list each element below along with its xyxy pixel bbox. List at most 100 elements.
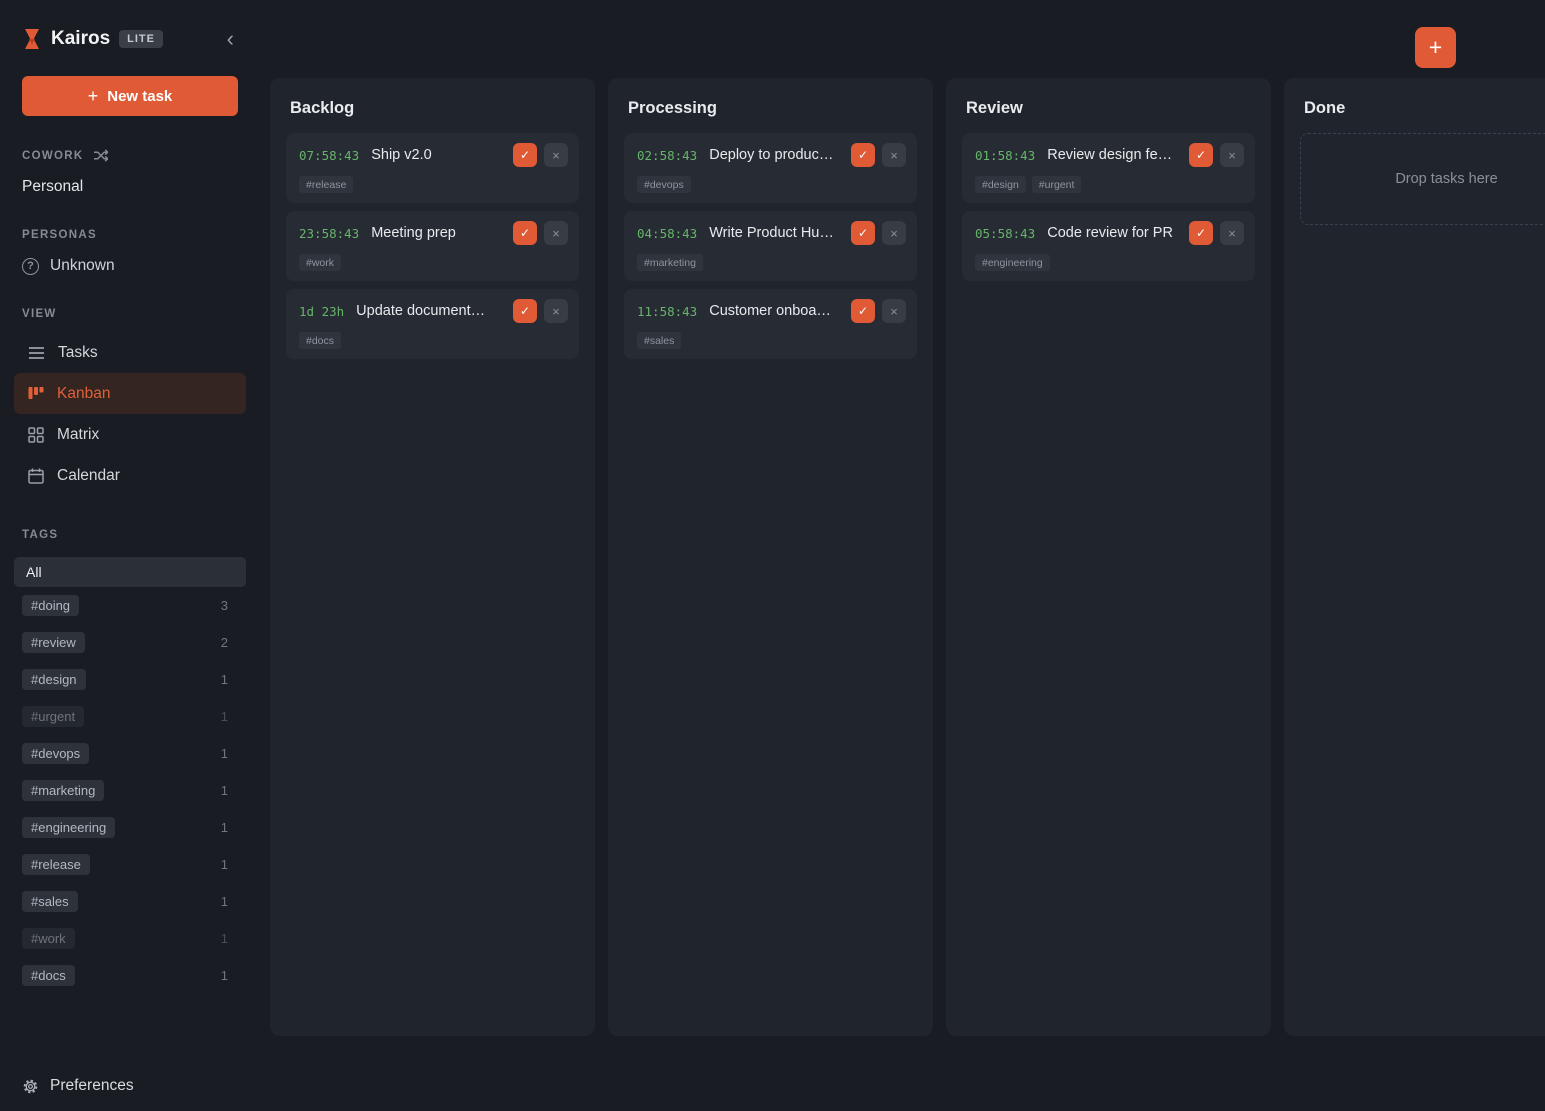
complete-task-button[interactable]: ✓ — [851, 299, 875, 323]
persona-label: Unknown — [50, 257, 115, 274]
tag-filter-release[interactable]: #release 1 — [18, 846, 242, 883]
close-icon: × — [890, 225, 898, 241]
complete-task-button[interactable]: ✓ — [513, 143, 537, 167]
tag-count: 1 — [220, 672, 228, 687]
new-task-button[interactable]: + New task — [22, 76, 238, 116]
delete-task-button[interactable]: × — [1220, 221, 1244, 245]
delete-task-button[interactable]: × — [882, 299, 906, 323]
task-card[interactable]: 05:58:43 Code review for PR ✓ × #enginee… — [962, 211, 1255, 281]
delete-task-button[interactable]: × — [882, 221, 906, 245]
nav-item-calendar[interactable]: Calendar — [14, 455, 246, 496]
task-card[interactable]: 11:58:43 Customer onboa… ✓ × #sales — [624, 289, 917, 359]
check-icon: ✓ — [1195, 226, 1207, 240]
check-icon: ✓ — [519, 226, 531, 240]
complete-task-button[interactable]: ✓ — [513, 221, 537, 245]
tag-pill: #devops — [22, 743, 90, 764]
nav-label: Kanban — [57, 384, 111, 402]
task-card[interactable]: 1d 23h Update document… ✓ × #docs — [286, 289, 579, 359]
persona-item-unknown[interactable]: ? Unknown — [22, 257, 238, 275]
complete-task-button[interactable]: ✓ — [513, 299, 537, 323]
tag-filter-all[interactable]: All — [14, 557, 246, 587]
task-tag: #docs — [299, 332, 342, 349]
task-tag: #devops — [637, 176, 691, 193]
collapse-sidebar-button[interactable]: ‹ — [223, 28, 238, 50]
tag-count: 1 — [220, 857, 228, 872]
nav-item-matrix[interactable]: Matrix — [14, 414, 246, 455]
shuffle-icon[interactable] — [93, 149, 109, 162]
task-card[interactable]: 01:58:43 Review design fe… ✓ × #design #… — [962, 133, 1255, 203]
complete-task-button[interactable]: ✓ — [1189, 143, 1213, 167]
tag-count: 1 — [220, 968, 228, 983]
complete-task-button[interactable]: ✓ — [851, 143, 875, 167]
task-card[interactable]: 02:58:43 Deploy to produc… ✓ × #devops — [624, 133, 917, 203]
nav-label: Tasks — [58, 343, 98, 361]
dropzone-hint: Drop tasks here — [1395, 171, 1498, 187]
close-icon: × — [1228, 225, 1236, 241]
tag-pill: #release — [22, 854, 90, 875]
view-heading: VIEW — [22, 308, 57, 320]
tag-filter-docs[interactable]: #docs 1 — [18, 957, 242, 994]
task-timer: 23:58:43 — [299, 225, 360, 241]
task-tag: #marketing — [637, 254, 703, 271]
nav-item-kanban[interactable]: Kanban — [14, 373, 246, 414]
task-title: Ship v2.0 — [371, 147, 432, 163]
tag-filter-engineering[interactable]: #engineering 1 — [18, 809, 242, 846]
task-tag: #release — [299, 176, 354, 193]
empty-column-dropzone[interactable]: Drop tasks here — [1300, 133, 1545, 225]
tag-pill: #design — [22, 669, 86, 690]
task-card[interactable]: 07:58:43 Ship v2.0 ✓ × #release — [286, 133, 579, 203]
tag-filter-urgent[interactable]: #urgent 1 — [18, 698, 242, 735]
task-tag: #sales — [637, 332, 682, 349]
cowork-item-personal[interactable]: Personal — [22, 178, 84, 195]
tag-count: 3 — [220, 598, 228, 613]
app-logo-hourglass-icon — [22, 28, 42, 50]
task-tag: #work — [299, 254, 342, 271]
preferences-button[interactable]: Preferences — [22, 1077, 238, 1095]
delete-task-button[interactable]: × — [882, 143, 906, 167]
tag-count: 2 — [220, 635, 228, 650]
kanban-icon — [28, 386, 44, 399]
delete-task-button[interactable]: × — [544, 299, 568, 323]
tag-count: 1 — [220, 746, 228, 761]
nav-label: Calendar — [57, 466, 120, 484]
task-card[interactable]: 04:58:43 Write Product Hu… ✓ × #marketin… — [624, 211, 917, 281]
tag-filter-sales[interactable]: #sales 1 — [18, 883, 242, 920]
close-icon: × — [552, 147, 560, 163]
delete-task-button[interactable]: × — [544, 143, 568, 167]
delete-task-button[interactable]: × — [1220, 143, 1244, 167]
tag-count: 1 — [220, 931, 228, 946]
tag-pill: #engineering — [22, 817, 116, 838]
task-title: Meeting prep — [371, 225, 456, 241]
tag-filter-devops[interactable]: #devops 1 — [18, 735, 242, 772]
cowork-heading: COWORK — [22, 149, 84, 162]
preferences-label: Preferences — [50, 1077, 134, 1094]
check-icon: ✓ — [857, 226, 869, 240]
close-icon: × — [890, 147, 898, 163]
task-title: Deploy to produc… — [709, 147, 834, 163]
task-title: Review design fe… — [1047, 147, 1173, 163]
complete-task-button[interactable]: ✓ — [851, 221, 875, 245]
tag-filter-doing[interactable]: #doing 3 — [18, 587, 242, 624]
view-nav: Tasks Kanban Matrix Calendar — [14, 332, 246, 496]
tag-pill: #doing — [22, 595, 80, 616]
kanban-column-done: Done Drop tasks here — [1284, 78, 1545, 1036]
check-icon: ✓ — [857, 304, 869, 318]
complete-task-button[interactable]: ✓ — [1189, 221, 1213, 245]
tag-pill: #work — [22, 928, 75, 949]
nav-item-tasks[interactable]: Tasks — [14, 332, 246, 373]
add-task-button[interactable]: + — [1415, 27, 1456, 68]
plus-icon: + — [87, 85, 99, 106]
nav-label: Matrix — [57, 425, 100, 443]
tag-count: 1 — [220, 820, 228, 835]
calendar-icon — [28, 468, 44, 484]
task-card[interactable]: 23:58:43 Meeting prep ✓ × #work — [286, 211, 579, 281]
tag-filter-work[interactable]: #work 1 — [18, 920, 242, 957]
tag-filter-review[interactable]: #review 2 — [18, 624, 242, 661]
delete-task-button[interactable]: × — [544, 221, 568, 245]
brand-row: Kairos LITE ‹ — [22, 28, 238, 50]
list-icon — [29, 346, 44, 359]
task-timer: 02:58:43 — [637, 147, 698, 163]
tag-filter-design[interactable]: #design 1 — [18, 661, 242, 698]
close-icon: × — [1228, 147, 1236, 163]
tag-filter-marketing[interactable]: #marketing 1 — [18, 772, 242, 809]
